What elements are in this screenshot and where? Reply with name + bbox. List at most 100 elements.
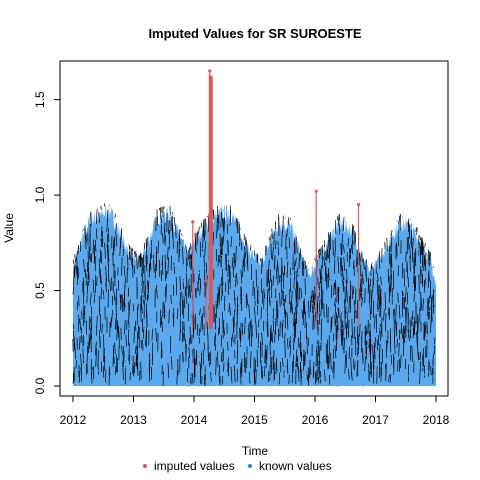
noise-stroke: [236, 218, 239, 234]
noise-stroke: [343, 244, 345, 254]
noise-stroke: [421, 239, 423, 254]
noise-stroke: [100, 287, 102, 300]
noise-stroke: [141, 302, 143, 314]
noise-stroke: [330, 352, 332, 370]
noise-stroke: [120, 227, 123, 239]
noise-stroke: [141, 286, 143, 300]
known-point: [276, 299, 278, 301]
known-point: [167, 357, 169, 359]
known-point: [200, 300, 202, 302]
known-point: [366, 382, 368, 384]
noise-stroke: [163, 222, 166, 233]
known-point: [423, 374, 425, 376]
known-point: [295, 269, 297, 271]
noise-stroke: [179, 229, 181, 245]
noise-stroke: [401, 291, 404, 300]
known-point: [232, 298, 234, 300]
known-point: [240, 258, 242, 260]
noise-stroke: [161, 321, 163, 332]
known-point: [230, 381, 232, 383]
known-point: [239, 240, 241, 242]
known-point: [130, 372, 133, 374]
noise-stroke: [344, 354, 346, 374]
known-point: [163, 266, 165, 268]
known-point: [331, 312, 333, 314]
known-point: [110, 332, 112, 334]
noise-stroke: [246, 293, 248, 306]
noise-stroke: [180, 233, 182, 236]
known-point: [431, 377, 433, 379]
noise-stroke: [318, 345, 321, 363]
known-point: [410, 309, 412, 311]
noise-stroke: [140, 361, 142, 380]
noise-stroke: [389, 374, 392, 383]
noise-stroke: [95, 341, 97, 356]
known-point: [242, 364, 245, 366]
known-point: [164, 307, 166, 309]
known-point: [267, 287, 269, 289]
known-point: [159, 316, 161, 318]
known-point: [111, 382, 114, 384]
noise-stroke: [351, 240, 354, 255]
known-point: [311, 267, 313, 269]
noise-stroke: [295, 257, 297, 266]
noise-stroke: [124, 320, 126, 335]
known-point: [317, 324, 320, 327]
noise-stroke: [274, 329, 276, 343]
known-point: [207, 369, 209, 371]
noise-stroke: [407, 329, 410, 339]
known-point: [284, 216, 286, 219]
y-axis: 0.0 0.5 1.0 1.5: [33, 91, 61, 394]
known-point: [407, 333, 409, 335]
known-point: [290, 343, 292, 345]
noise-stroke: [253, 370, 256, 385]
noise-stroke: [173, 262, 175, 274]
known-point: [229, 315, 231, 317]
known-point: [157, 308, 159, 310]
known-point: [179, 353, 181, 355]
noise-stroke: [104, 242, 106, 259]
noise-stroke: [284, 294, 287, 304]
known-point: [335, 229, 338, 231]
noise-stroke: [248, 333, 251, 347]
noise-stroke: [295, 349, 298, 368]
known-point: [239, 299, 241, 302]
noise-stroke: [141, 272, 144, 287]
noise-stroke: [281, 231, 283, 248]
known-point: [239, 228, 242, 230]
known-point: [292, 335, 294, 338]
known-point: [231, 356, 233, 358]
known-point: [171, 221, 173, 224]
imputed-point: [191, 220, 195, 224]
known-point: [85, 268, 87, 270]
noise-stroke: [385, 312, 387, 332]
known-point: [184, 370, 186, 372]
known-point: [242, 292, 245, 294]
known-point: [327, 317, 329, 319]
known-point: [396, 220, 398, 222]
chart-title: Imputed Values for SR SUROESTE: [148, 26, 361, 41]
known-point: [404, 324, 406, 326]
known-point: [291, 260, 293, 262]
known-point: [207, 302, 209, 304]
noise-stroke: [346, 311, 349, 329]
known-point: [297, 327, 300, 329]
noise-stroke: [95, 209, 98, 224]
noise-stroke: [167, 246, 169, 260]
noise-stroke: [426, 321, 428, 335]
legend-label-imputed: imputed values: [154, 459, 235, 473]
known-point: [76, 256, 79, 258]
noise-stroke: [191, 373, 193, 385]
known-point: [147, 293, 150, 295]
noise-stroke: [432, 352, 434, 363]
known-point: [381, 375, 383, 377]
known-point: [379, 327, 382, 329]
noise-stroke: [320, 265, 322, 280]
noise-stroke: [363, 258, 365, 270]
noise-stroke: [133, 264, 136, 274]
known-point: [428, 328, 430, 330]
noise-stroke: [379, 328, 381, 342]
noise-stroke: [249, 320, 251, 337]
noise-stroke: [398, 304, 401, 319]
noise-stroke: [312, 294, 315, 312]
